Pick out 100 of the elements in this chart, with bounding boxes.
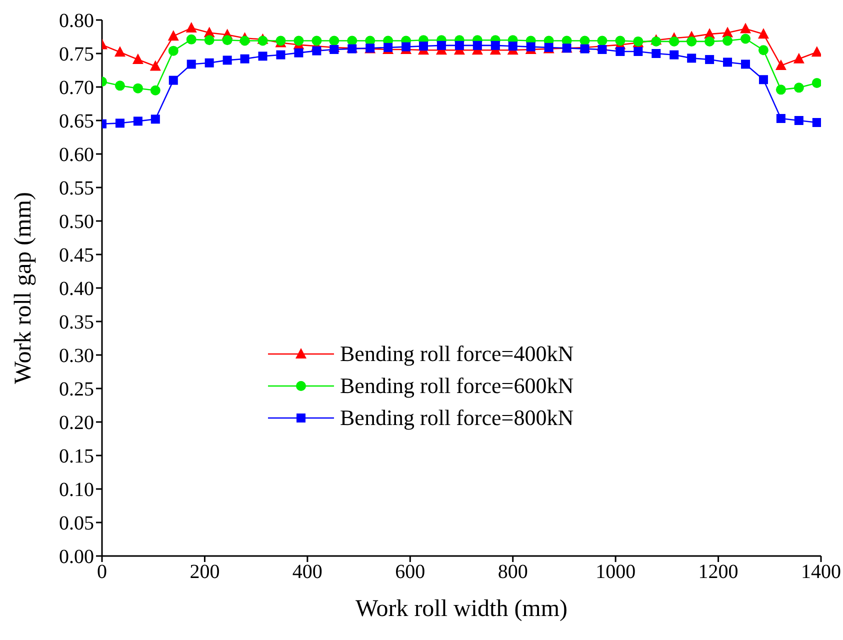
- point: [132, 54, 144, 64]
- y-tick-label: 0.25: [59, 378, 94, 401]
- y-tick-label: 0.30: [59, 345, 94, 368]
- y-tick-label: 0.05: [59, 512, 94, 535]
- point: [240, 36, 250, 46]
- y-tick-label: 0.60: [59, 144, 94, 166]
- point: [402, 42, 411, 52]
- point: [686, 36, 697, 46]
- y-tick-label: 0.70: [59, 77, 94, 100]
- point: [186, 22, 197, 33]
- x-tick-label: 1000: [596, 561, 636, 584]
- y-tick-label: 0.45: [59, 244, 94, 267]
- point: [222, 35, 232, 46]
- point: [704, 36, 715, 46]
- y-tick-label: 0.10: [59, 479, 94, 502]
- point: [508, 42, 518, 51]
- y-tick-label: 0.55: [59, 178, 94, 200]
- point: [312, 36, 322, 46]
- y-tick-label: 0.00: [59, 546, 94, 568]
- point: [204, 58, 214, 68]
- y-axis-title: Work roll gap (mm): [10, 192, 37, 384]
- point: [276, 50, 286, 60]
- y-tick-label: 0.15: [59, 446, 94, 468]
- point: [150, 60, 161, 71]
- y-tick-label: 0.20: [59, 412, 94, 434]
- legend-label: Bending roll force=400kN: [340, 341, 574, 367]
- point: [776, 114, 786, 123]
- point: [794, 116, 804, 125]
- point: [454, 40, 464, 50]
- point: [670, 50, 679, 60]
- point: [758, 75, 768, 84]
- point: [418, 42, 428, 51]
- point: [472, 40, 482, 50]
- point: [132, 83, 143, 94]
- point: [330, 44, 339, 54]
- point: [186, 34, 196, 44]
- point: [652, 49, 661, 58]
- point: [114, 80, 125, 91]
- x-tick-label: 1400: [801, 561, 841, 584]
- point: [490, 40, 500, 50]
- point: [204, 35, 214, 46]
- point: [793, 52, 804, 64]
- point: [168, 30, 179, 41]
- x-tick-label: 600: [395, 561, 426, 584]
- point: [740, 34, 751, 44]
- point: [758, 45, 768, 56]
- x-tick-label: 200: [190, 561, 220, 584]
- point: [186, 60, 196, 69]
- point: [294, 48, 304, 58]
- point: [616, 46, 625, 56]
- point: [722, 36, 733, 46]
- point: [133, 116, 142, 126]
- point: [598, 44, 607, 54]
- point: [741, 60, 750, 69]
- point: [347, 36, 358, 46]
- point: [150, 114, 160, 124]
- y-tick-label: 0.65: [59, 110, 94, 133]
- x-tick-label: 0: [97, 561, 107, 584]
- point: [740, 22, 752, 34]
- point: [115, 118, 124, 128]
- y-tick-label: 0.80: [59, 10, 94, 32]
- point: [723, 58, 732, 67]
- point: [294, 36, 304, 46]
- x-tick-label: 1200: [698, 561, 738, 584]
- y-tick-label: 0.35: [59, 312, 94, 334]
- point: [615, 36, 626, 46]
- point: [812, 118, 821, 128]
- point: [597, 36, 608, 46]
- point: [312, 46, 322, 56]
- point: [634, 46, 643, 56]
- y-tick-label: 0.75: [59, 44, 94, 66]
- point: [526, 42, 536, 52]
- point: [222, 56, 232, 65]
- x-axis-title: Work roll width (mm): [355, 596, 568, 622]
- point: [776, 84, 786, 95]
- point: [794, 82, 804, 93]
- point: [580, 36, 590, 46]
- point: [812, 78, 821, 88]
- point: [436, 40, 446, 50]
- point: [258, 36, 268, 46]
- y-tick-label: 0.50: [59, 211, 94, 234]
- point: [329, 36, 340, 46]
- x-tick-label: 400: [292, 561, 322, 584]
- legend-label: Bending roll force=600kN: [340, 373, 574, 399]
- point: [580, 44, 590, 54]
- point: [114, 46, 126, 57]
- point: [775, 60, 786, 70]
- point: [687, 54, 696, 63]
- legend-label: Bending roll force=800kN: [340, 405, 574, 431]
- point: [168, 46, 178, 56]
- y-tick-label: 0.40: [59, 278, 94, 300]
- point: [811, 46, 821, 57]
- point: [240, 54, 250, 64]
- point: [669, 36, 680, 46]
- point: [150, 85, 160, 96]
- point: [705, 55, 714, 64]
- point: [758, 28, 769, 39]
- point: [168, 76, 178, 85]
- point: [258, 52, 268, 61]
- x-tick-label: 800: [498, 561, 528, 584]
